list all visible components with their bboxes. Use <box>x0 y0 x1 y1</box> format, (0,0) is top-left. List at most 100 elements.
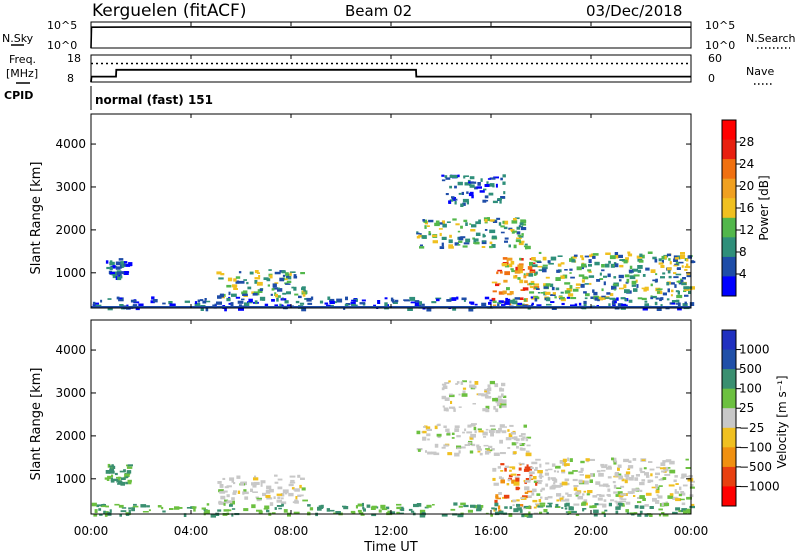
scatter-cell <box>116 267 121 270</box>
scatter-cell <box>664 474 670 476</box>
scatter-cell <box>489 230 495 234</box>
scatter-cell <box>427 429 432 431</box>
scatter-cell <box>500 271 503 273</box>
scatter-cell <box>442 384 446 386</box>
scatter-cell <box>108 298 112 300</box>
scatter-cell <box>529 471 535 474</box>
scatter-cell <box>652 280 657 282</box>
scatter-cell <box>607 494 611 496</box>
scatter-cell <box>502 399 507 403</box>
scatter-cell <box>128 507 131 509</box>
scatter-cell <box>673 276 678 278</box>
scatter-cell <box>470 192 474 196</box>
scatter-cell <box>460 503 466 506</box>
scatter-cell <box>551 257 557 261</box>
scatter-cell <box>644 303 649 306</box>
scatter-cell <box>281 497 284 499</box>
scatter-cell <box>595 481 600 485</box>
scatter-cell <box>679 487 681 491</box>
scatter-cell <box>561 292 564 294</box>
scatter-cell <box>238 491 240 494</box>
scatter-cell <box>243 508 248 511</box>
scatter-cell <box>581 503 586 506</box>
scatter-cell <box>585 256 589 258</box>
scatter-cell <box>482 240 485 242</box>
scatter-cell <box>516 442 519 444</box>
scatter-cell <box>490 433 494 437</box>
scatter-cell <box>527 445 531 447</box>
scatter-cell <box>626 471 630 474</box>
scatter-cell <box>614 485 617 489</box>
scatter-cell <box>554 470 556 472</box>
scatter-cell <box>590 479 594 483</box>
scatter-cell <box>539 499 542 502</box>
scatter-cell <box>511 432 516 435</box>
scatter-cell <box>528 266 533 270</box>
scatter-cell <box>666 282 669 285</box>
scatter-cell <box>428 220 433 223</box>
scatter-cell <box>117 297 120 300</box>
scatter-cell <box>273 283 277 287</box>
scatter-cell <box>493 201 498 203</box>
scatter-cell <box>492 468 496 472</box>
scatter-cell <box>509 425 513 427</box>
scatter-cell <box>682 474 687 477</box>
scatter-cell <box>477 182 481 186</box>
colorbar-swatch <box>722 140 736 160</box>
scatter-cell <box>495 284 499 287</box>
scatter-cell <box>329 510 334 512</box>
scatter-cell <box>655 476 658 478</box>
scatter-cell <box>268 284 270 286</box>
scatter-cell <box>685 302 687 305</box>
scatter-cell <box>149 509 151 511</box>
scatter-cell <box>604 281 606 285</box>
scatter-cell <box>279 304 281 306</box>
scatter-cell <box>648 461 652 463</box>
scatter-cell <box>470 229 475 232</box>
scatter-cell <box>522 436 525 438</box>
scatter-cell <box>561 500 565 502</box>
scatter-cell <box>640 511 643 514</box>
colorbar-tick-label: 500 <box>739 362 762 376</box>
scatter-cell <box>510 268 513 270</box>
scatter-cell <box>420 233 422 235</box>
scatter-cell <box>639 482 645 485</box>
scatter-cell <box>573 479 578 481</box>
scatter-cell <box>552 287 555 290</box>
scatter-cell <box>492 185 494 187</box>
scatter-cell <box>585 297 588 299</box>
scatter-cell <box>571 511 577 513</box>
scatter-cell <box>282 293 286 295</box>
scatter-cell <box>659 298 662 302</box>
scatter-cell <box>644 504 649 507</box>
scatter-cell <box>124 271 129 275</box>
scatter-cell <box>228 278 232 282</box>
scatter-cell <box>531 479 533 481</box>
scatter-cell <box>116 480 121 482</box>
scatter-cell <box>525 244 528 246</box>
scatter-cell <box>510 229 513 231</box>
scatter-cell <box>548 469 553 471</box>
scatter-cell <box>625 274 630 277</box>
scatter-cell <box>460 236 465 238</box>
scatter-cell <box>517 231 521 234</box>
scatter-cell <box>507 447 510 449</box>
scatter-cell <box>529 283 535 285</box>
scatter-cell <box>676 274 682 276</box>
scatter-cell <box>466 191 468 194</box>
scatter-cell <box>561 470 565 472</box>
scatter-cell <box>500 470 503 472</box>
scatter-cell <box>534 481 537 483</box>
scatter-cell <box>546 304 552 306</box>
scatter-cell <box>624 289 630 293</box>
scatter-cell <box>519 241 521 243</box>
scatter-cell <box>202 301 206 304</box>
scatter-cell <box>636 474 640 477</box>
scatter-cell <box>463 245 468 247</box>
scatter-cell <box>501 304 506 306</box>
scatter-cell <box>642 459 646 461</box>
scatter-cell <box>524 246 528 248</box>
scatter-cell <box>256 498 262 500</box>
scatter-cell <box>492 236 497 239</box>
scatter-cell <box>515 297 520 300</box>
